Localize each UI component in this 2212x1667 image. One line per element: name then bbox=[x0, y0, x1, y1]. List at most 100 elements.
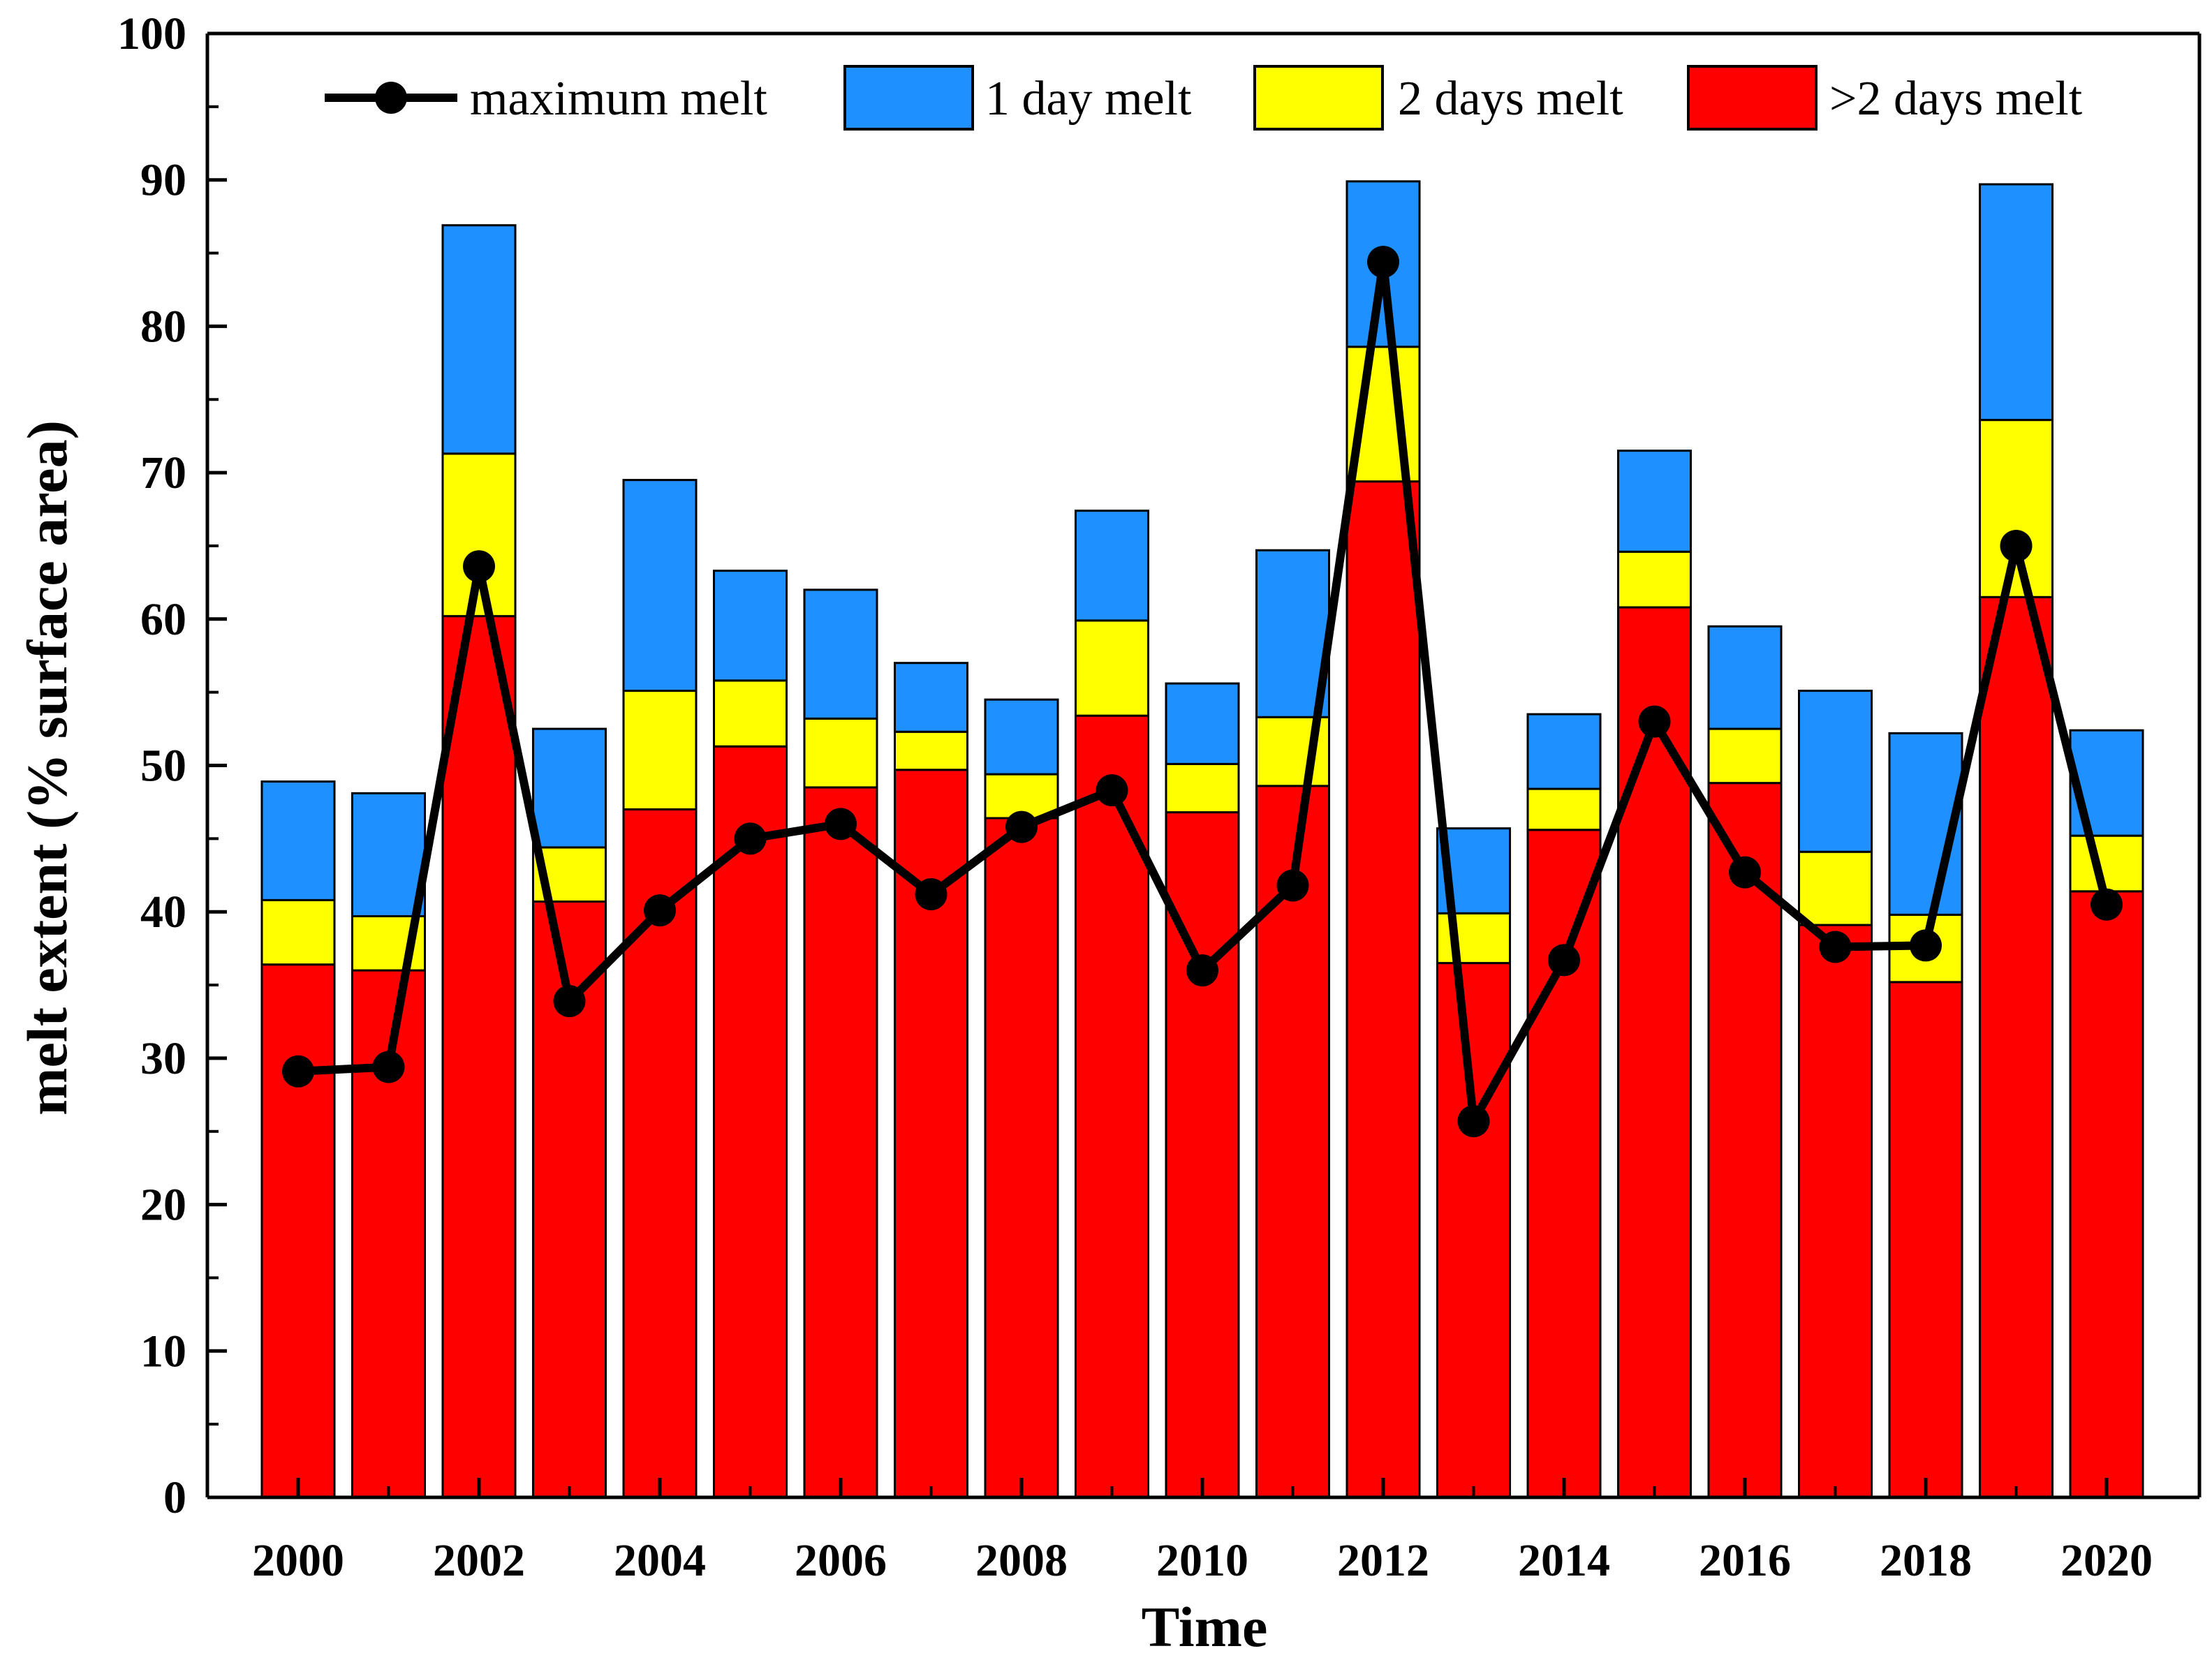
bar-2-days-melt-2016 bbox=[1707, 727, 1783, 785]
bar-1-day-melt-2000 bbox=[260, 780, 336, 901]
bars-layer bbox=[260, 180, 2144, 1499]
bar-2-days-melt-2019 bbox=[1979, 419, 2054, 598]
x-tick-label-2006: 2006 bbox=[795, 1535, 887, 1586]
max-melt-line-layer bbox=[282, 246, 2123, 1138]
max-melt-point-2016 bbox=[1729, 856, 1761, 889]
max-melt-point-2010 bbox=[1186, 954, 1218, 987]
bar-2-days-melt-2005 bbox=[713, 745, 788, 1499]
bar-2-days-melt-2020 bbox=[2069, 890, 2144, 1499]
x-tick-label-2002: 2002 bbox=[433, 1535, 525, 1586]
bar-1-day-melt-2012 bbox=[1345, 180, 1421, 348]
bar-2-days-melt-2018 bbox=[1888, 981, 1963, 1499]
bar-2-days-melt-2015 bbox=[1617, 606, 1692, 1499]
legend-label: maximum melt bbox=[470, 72, 767, 126]
max-melt-point-2001 bbox=[372, 1051, 405, 1083]
bar-1-day-melt-2007 bbox=[894, 662, 968, 733]
bar-1-day-melt-2005 bbox=[713, 570, 788, 682]
y-tick-label-50: 50 bbox=[140, 741, 186, 792]
legend-marker-swatch bbox=[375, 82, 407, 114]
bar-2-days-melt-2017 bbox=[1798, 850, 1873, 926]
max-melt-point-2000 bbox=[282, 1055, 314, 1088]
y-tick-label-100: 100 bbox=[117, 8, 186, 59]
bar-2-days-melt-2017 bbox=[1798, 924, 1873, 1499]
bar-2-days-melt-2002 bbox=[441, 615, 517, 1499]
max-melt-point-2005 bbox=[734, 822, 767, 855]
bar-1-day-melt-2003 bbox=[532, 727, 607, 849]
bar-2-days-melt-2014 bbox=[1526, 829, 1602, 1499]
legend-color-swatch bbox=[1687, 65, 1817, 131]
bar-1-day-melt-2009 bbox=[1075, 510, 1149, 622]
legend-color-swatch bbox=[1253, 65, 1384, 131]
max-melt-point-2012 bbox=[1367, 246, 1399, 279]
max-melt-point-2007 bbox=[915, 878, 948, 911]
bar-2-days-melt-2004 bbox=[622, 690, 698, 810]
max-melt-point-2002 bbox=[463, 550, 495, 583]
y-tick-label-20: 20 bbox=[140, 1180, 186, 1231]
bar-2-days-melt-2014 bbox=[1526, 787, 1602, 831]
y-tick-label-60: 60 bbox=[140, 594, 186, 645]
x-tick-label-2004: 2004 bbox=[614, 1535, 706, 1586]
legend: maximum melt 1 day melt 2 days melt >2 days… bbox=[325, 65, 2083, 131]
legend-color-swatch bbox=[843, 65, 974, 131]
bar-1-day-melt-2001 bbox=[351, 792, 426, 917]
y-tick-label-80: 80 bbox=[140, 301, 186, 352]
bar-2-days-melt-2006 bbox=[803, 786, 878, 1499]
bar-2-days-melt-2000 bbox=[260, 963, 336, 1499]
max-melt-point-2009 bbox=[1096, 774, 1128, 807]
bar-2-days-melt-2013 bbox=[1436, 912, 1511, 965]
max-melt-point-2017 bbox=[1819, 931, 1852, 963]
x-tick-label-2018: 2018 bbox=[1880, 1535, 1972, 1586]
legend-item-2-days-melt: 2 days melt bbox=[1253, 65, 1623, 131]
bar-2-days-melt-2010 bbox=[1165, 762, 1240, 814]
bar-1-day-melt-2004 bbox=[622, 479, 698, 692]
bar-2-days-melt-2008 bbox=[984, 773, 1059, 820]
bar-2-days-melt-2006 bbox=[803, 717, 878, 789]
y-tick-label-0: 0 bbox=[163, 1472, 186, 1523]
max-melt-point-2014 bbox=[1548, 944, 1580, 977]
bar-2-days-melt-2007 bbox=[894, 730, 968, 771]
y-tick-label-70: 70 bbox=[140, 447, 186, 498]
bar-2-days-melt-2013 bbox=[1436, 962, 1511, 1499]
bar-2-days-melt-2012 bbox=[1345, 480, 1421, 1499]
x-axis-title: Time bbox=[1142, 1595, 1268, 1659]
max-melt-point-2015 bbox=[1638, 705, 1671, 738]
legend-label: >2 days melt bbox=[1829, 72, 2083, 126]
max-melt-point-2008 bbox=[1005, 810, 1038, 843]
bar-1-day-melt-2002 bbox=[441, 224, 517, 455]
x-tick-label-2012: 2012 bbox=[1337, 1535, 1429, 1586]
max-melt-point-2013 bbox=[1457, 1105, 1490, 1138]
bar-1-day-melt-2011 bbox=[1255, 549, 1330, 718]
max-melt-point-2020 bbox=[2091, 888, 2123, 921]
bar-1-day-melt-2014 bbox=[1526, 713, 1602, 790]
bar-2-days-melt-2009 bbox=[1075, 619, 1149, 717]
y-tick-label-10: 10 bbox=[140, 1326, 186, 1377]
bar-1-day-melt-2015 bbox=[1617, 450, 1692, 553]
x-tick-label-2010: 2010 bbox=[1156, 1535, 1248, 1586]
bar-2-days-melt-2020 bbox=[2069, 834, 2144, 893]
bar-2-days-melt-2016 bbox=[1707, 782, 1783, 1499]
max-melt-point-2003 bbox=[553, 985, 586, 1018]
bar-1-day-melt-2017 bbox=[1798, 690, 1873, 853]
x-tick-label-2020: 2020 bbox=[2060, 1535, 2153, 1586]
bar-1-day-melt-2016 bbox=[1707, 625, 1783, 730]
x-tick-label-2014: 2014 bbox=[1518, 1535, 1610, 1586]
y-axis-title: melt extent (% surface area) bbox=[15, 420, 79, 1116]
bar-2-days-melt-2005 bbox=[713, 679, 788, 748]
y-tick-label-30: 30 bbox=[140, 1033, 186, 1084]
bar-2-days-melt-2000 bbox=[260, 898, 336, 966]
legend-item-maximum-melt: maximum melt bbox=[325, 72, 767, 126]
bar-2-days-melt-2008 bbox=[984, 817, 1059, 1499]
legend-item-2-days-melt: >2 days melt bbox=[1687, 65, 2083, 131]
bar-1-day-melt-2010 bbox=[1165, 682, 1240, 765]
axes-layer: 0 10 20 30 40 50 60 70 80 90 100 2000 2002 2004 2006 20… bbox=[117, 8, 2202, 1586]
x-tick-label-2000: 2000 bbox=[252, 1535, 344, 1586]
bar-1-day-melt-2008 bbox=[984, 698, 1059, 776]
bar-2-days-melt-2015 bbox=[1617, 550, 1692, 609]
max-melt-point-2011 bbox=[1276, 869, 1309, 902]
bar-2-days-melt-2002 bbox=[441, 452, 517, 618]
max-melt-point-2004 bbox=[644, 894, 676, 927]
max-melt-point-2018 bbox=[1910, 929, 1942, 962]
legend-label: 1 day melt bbox=[985, 72, 1192, 126]
